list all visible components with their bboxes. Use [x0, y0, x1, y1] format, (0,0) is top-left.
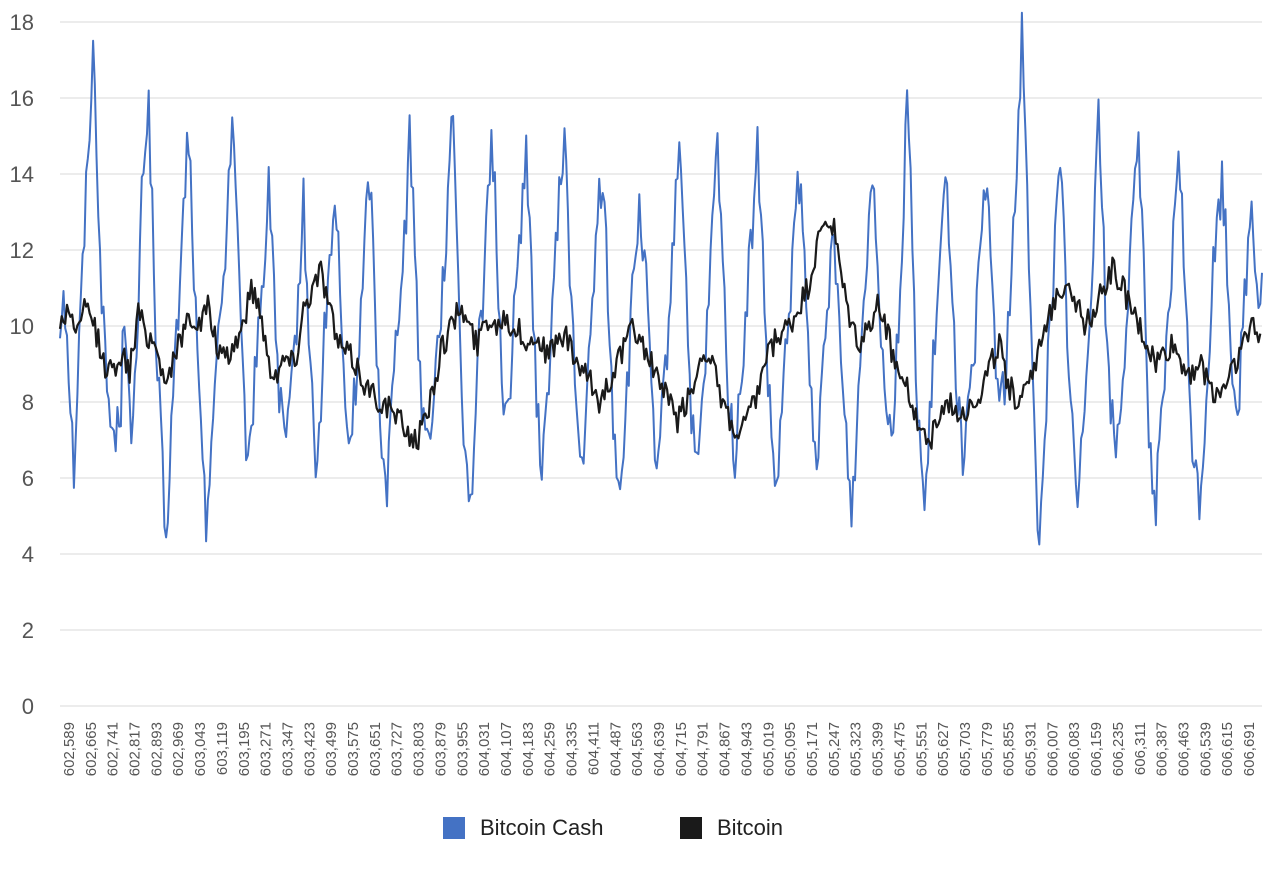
x-tick-label: 604,791 [695, 722, 712, 776]
x-tick-label: 602,969 [170, 722, 187, 776]
x-tick-label: 603,803 [411, 722, 428, 776]
x-tick-label: 606,539 [1197, 722, 1214, 776]
x-tick-label: 606,615 [1219, 722, 1236, 776]
x-tick-label: 606,235 [1110, 722, 1127, 776]
x-tick-label: 606,159 [1088, 722, 1105, 776]
x-tick-label: 605,247 [826, 722, 843, 776]
y-tick-label: 6 [22, 466, 34, 491]
y-axis-ticks: 0 2 4 6 8 10 12 14 16 18 [10, 10, 34, 719]
x-tick-label: 604,031 [476, 722, 493, 776]
x-tick-label: 602,589 [61, 722, 78, 776]
x-tick-label: 606,463 [1176, 722, 1193, 776]
legend-swatch-bitcoin [680, 817, 702, 839]
x-tick-label: 603,727 [389, 722, 406, 776]
x-tick-label: 603,499 [323, 722, 340, 776]
x-tick-label: 605,171 [804, 722, 821, 776]
legend-label-bitcoin-cash: Bitcoin Cash [480, 815, 604, 840]
x-tick-label: 604,107 [498, 722, 515, 776]
x-tick-label: 604,715 [673, 722, 690, 776]
x-tick-label: 605,019 [760, 722, 777, 776]
y-tick-label: 2 [22, 618, 34, 643]
x-tick-label: 605,931 [1023, 722, 1040, 776]
x-tick-label: 605,855 [1001, 722, 1018, 776]
x-tick-label: 604,867 [717, 722, 734, 776]
series-lines [58, 11, 1263, 546]
x-tick-label: 603,575 [345, 722, 362, 776]
y-tick-label: 16 [10, 86, 34, 111]
y-tick-label: 0 [22, 694, 34, 719]
x-tick-label: 606,691 [1241, 722, 1258, 776]
x-tick-label: 605,703 [957, 722, 974, 776]
x-tick-label: 603,195 [236, 722, 253, 776]
x-tick-label: 606,083 [1066, 722, 1083, 776]
legend-label-bitcoin: Bitcoin [717, 815, 783, 840]
x-tick-label: 603,955 [454, 722, 471, 776]
y-tick-label: 18 [10, 10, 34, 35]
x-tick-label: 603,271 [258, 722, 275, 776]
x-tick-label: 603,043 [192, 722, 209, 776]
legend-swatch-bitcoin-cash [443, 817, 465, 839]
x-tick-label: 605,779 [979, 722, 996, 776]
x-tick-label: 604,943 [738, 722, 755, 776]
x-tick-label: 605,323 [848, 722, 865, 776]
x-tick-label: 604,411 [585, 722, 602, 775]
y-tick-label: 4 [22, 542, 34, 567]
x-tick-label: 603,651 [367, 722, 384, 776]
x-tick-label: 602,665 [83, 722, 100, 776]
x-tick-label: 605,627 [935, 722, 952, 776]
x-tick-label: 602,817 [126, 722, 143, 776]
legend: Bitcoin Cash Bitcoin [443, 815, 783, 840]
x-tick-label: 605,095 [782, 722, 799, 776]
x-tick-label: 605,475 [891, 722, 908, 776]
x-tick-label: 606,007 [1044, 722, 1061, 776]
x-tick-label: 605,399 [870, 722, 887, 776]
x-tick-label: 604,639 [651, 722, 668, 776]
gridlines [60, 21, 1262, 707]
x-tick-label: 604,183 [520, 722, 537, 776]
x-tick-label: 606,387 [1154, 722, 1171, 776]
x-tick-label: 603,423 [301, 722, 318, 776]
x-tick-label: 604,335 [564, 722, 581, 776]
x-tick-label: 604,487 [607, 722, 624, 776]
y-tick-label: 10 [10, 314, 34, 339]
x-tick-label: 606,311 [1132, 722, 1149, 775]
x-tick-label: 603,879 [432, 722, 449, 776]
x-tick-label: 603,347 [279, 722, 296, 776]
x-tick-label: 602,893 [148, 722, 165, 776]
series-line-bitcoin [58, 217, 1262, 451]
x-tick-label: 605,551 [913, 722, 930, 776]
y-tick-label: 8 [22, 390, 34, 415]
x-tick-label: 603,119 [214, 722, 231, 775]
y-tick-label: 12 [10, 238, 34, 263]
x-tick-label: 604,259 [542, 722, 559, 776]
x-axis-ticks: 602,589 602,665 602,741 602,817 602,893 602,9… [61, 722, 1258, 776]
x-tick-label: 602,741 [105, 722, 122, 776]
y-tick-label: 14 [10, 162, 34, 187]
x-tick-label: 604,563 [629, 722, 646, 776]
series-line-bitcoin-cash [59, 11, 1263, 546]
